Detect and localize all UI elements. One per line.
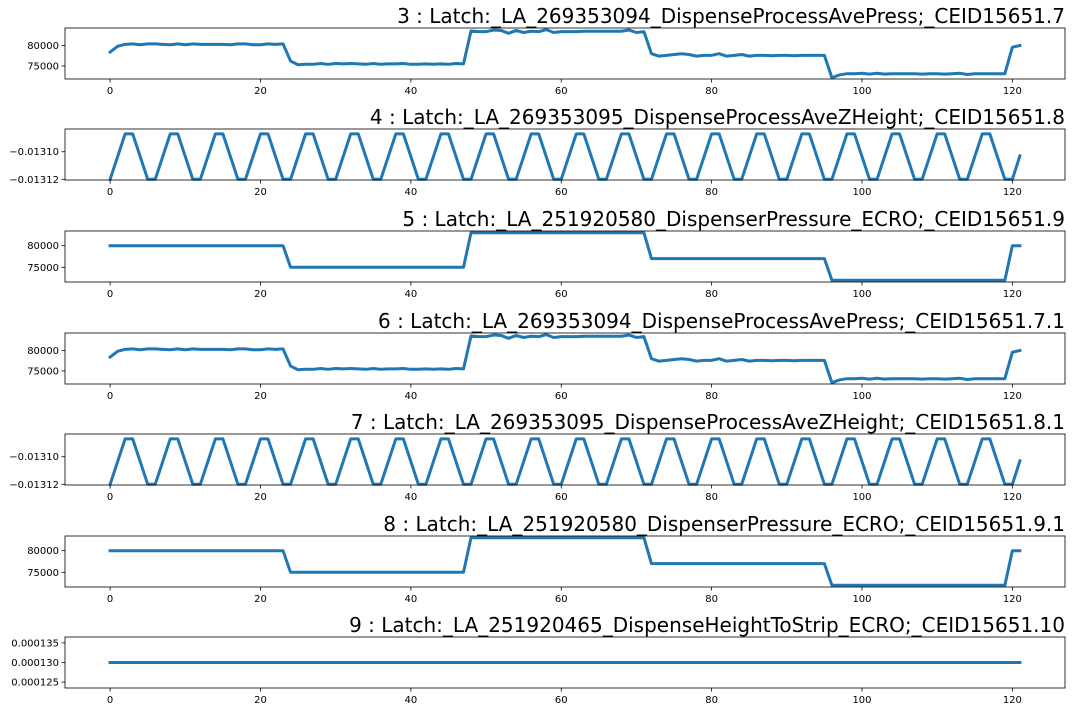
x-tick-label: 80 [705, 187, 718, 198]
x-tick-label: 0 [107, 391, 113, 402]
chart-title: 4 : Latch:_LA_269353095_DispenseProcessA… [370, 105, 1065, 129]
x-tick-label: 0 [107, 695, 113, 706]
x-tick-label: 20 [254, 187, 267, 198]
series-line [108, 333, 1022, 385]
x-tick-label: 100 [852, 187, 871, 198]
y-tick-label: 80000 [27, 546, 59, 557]
x-tick-label: 40 [404, 86, 417, 97]
x-tick-label: 100 [852, 695, 871, 706]
x-tick-label: 20 [254, 289, 267, 300]
series-line [108, 536, 1022, 587]
x-tick-label: 80 [705, 391, 718, 402]
x-tick-label: 100 [852, 492, 871, 503]
chart-title: 6 : Latch:_LA_269353094_DispenseProcessA… [378, 309, 1065, 333]
y-tick-label: 75000 [27, 366, 59, 377]
y-tick-label: 0.000125 [11, 678, 59, 689]
chart-title: 5 : Latch:_LA_251920580_DispenserPressur… [402, 207, 1065, 231]
y-tick-label: −0.01310 [9, 147, 59, 158]
x-tick-label: 100 [852, 594, 871, 605]
x-tick-label: 60 [555, 86, 568, 97]
series-line [108, 132, 1022, 182]
x-tick-label: 80 [705, 86, 718, 97]
y-tick-label: −0.01312 [9, 175, 59, 186]
x-tick-label: 120 [1003, 187, 1022, 198]
x-tick-label: 0 [107, 492, 113, 503]
subplot-4: 4 : Latch:_LA_269353095_DispenseProcessA… [9, 105, 1066, 198]
y-tick-label: 80000 [27, 346, 59, 357]
y-tick-label: 75000 [27, 263, 59, 274]
x-tick-label: 80 [705, 594, 718, 605]
axes-frame [64, 230, 1066, 283]
x-tick-label: 40 [404, 492, 417, 503]
y-tick-label: −0.01310 [9, 452, 59, 463]
x-tick-label: 120 [1003, 695, 1022, 706]
x-tick-label: 120 [1003, 391, 1022, 402]
axes-frame [64, 535, 1066, 588]
chart-title: 8 : Latch:_LA_251920580_DispenserPressur… [383, 512, 1065, 536]
x-tick-label: 60 [555, 594, 568, 605]
chart-title: 9 : Latch:_LA_251920465_DispenseHeightTo… [349, 613, 1065, 637]
axes-frame [64, 128, 1066, 181]
x-tick-label: 80 [705, 492, 718, 503]
x-tick-label: 0 [107, 86, 113, 97]
x-tick-label: 40 [404, 289, 417, 300]
x-tick-label: 60 [555, 289, 568, 300]
chart-title: 3 : Latch:_LA_269353094_DispenseProcessA… [397, 4, 1065, 28]
subplot-3: 3 : Latch:_LA_269353094_DispenseProcessA… [27, 4, 1066, 97]
x-tick-label: 40 [404, 695, 417, 706]
x-tick-label: 0 [107, 594, 113, 605]
x-tick-label: 60 [555, 695, 568, 706]
x-tick-label: 20 [254, 86, 267, 97]
y-tick-label: −0.01312 [9, 480, 59, 491]
x-tick-label: 20 [254, 695, 267, 706]
x-tick-label: 80 [705, 695, 718, 706]
x-tick-label: 100 [852, 289, 871, 300]
y-tick-label: 0.000130 [11, 658, 59, 669]
x-tick-label: 40 [404, 391, 417, 402]
x-tick-label: 0 [107, 289, 113, 300]
x-tick-label: 20 [254, 391, 267, 402]
y-tick-label: 75000 [27, 61, 59, 72]
x-tick-label: 100 [852, 86, 871, 97]
series-line [108, 28, 1022, 80]
axes-frame [64, 332, 1066, 385]
x-tick-label: 80 [705, 289, 718, 300]
x-tick-label: 0 [107, 187, 113, 198]
x-tick-label: 20 [254, 594, 267, 605]
x-tick-label: 100 [852, 391, 871, 402]
series-line [108, 437, 1022, 487]
y-tick-label: 0.000135 [11, 638, 59, 649]
series-line [108, 231, 1022, 282]
y-tick-label: 80000 [27, 241, 59, 252]
x-tick-label: 60 [555, 391, 568, 402]
x-tick-label: 120 [1003, 594, 1022, 605]
x-tick-label: 40 [404, 594, 417, 605]
x-tick-label: 120 [1003, 86, 1022, 97]
subplot-7: 7 : Latch:_LA_269353095_DispenseProcessA… [9, 410, 1066, 503]
subplot-9: 9 : Latch:_LA_251920465_DispenseHeightTo… [11, 613, 1066, 706]
y-tick-label: 75000 [27, 568, 59, 579]
x-tick-label: 120 [1003, 492, 1022, 503]
x-tick-label: 120 [1003, 289, 1022, 300]
x-tick-label: 20 [254, 492, 267, 503]
x-tick-label: 60 [555, 187, 568, 198]
subplot-8: 8 : Latch:_LA_251920580_DispenserPressur… [27, 512, 1066, 605]
axes-frame [64, 27, 1066, 80]
x-tick-label: 40 [404, 187, 417, 198]
y-tick-label: 80000 [27, 41, 59, 52]
subplot-5: 5 : Latch:_LA_251920580_DispenserPressur… [27, 207, 1066, 300]
x-tick-label: 60 [555, 492, 568, 503]
axes-frame [64, 433, 1066, 486]
subplot-6: 6 : Latch:_LA_269353094_DispenseProcessA… [27, 309, 1066, 402]
chart-title: 7 : Latch:_LA_269353095_DispenseProcessA… [351, 410, 1065, 434]
